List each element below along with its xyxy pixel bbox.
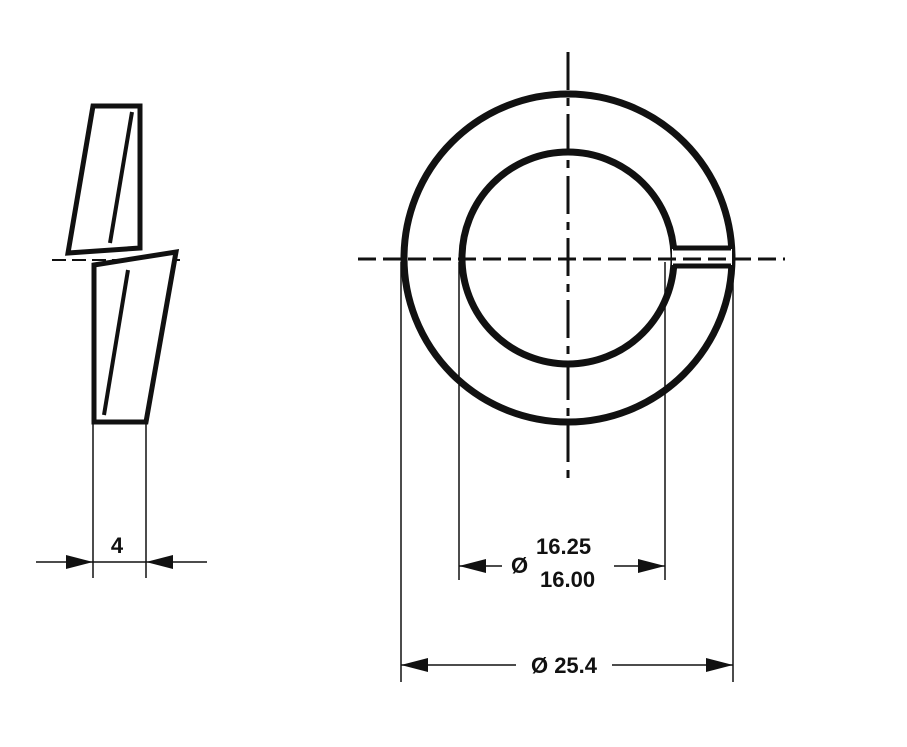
outer-diameter-label: Ø 25.4 bbox=[531, 653, 598, 678]
side-view-upper-slant bbox=[108, 111, 134, 244]
thickness-label: 4 bbox=[111, 533, 124, 558]
inner-diameter-symbol: Ø bbox=[511, 553, 528, 578]
inner-diameter-arrow-right bbox=[638, 559, 665, 573]
thickness-arrow-right bbox=[146, 555, 173, 569]
inner-diameter-upper-tolerance: 16.25 bbox=[536, 534, 591, 559]
split-gap-mask bbox=[672, 249, 732, 265]
outer-diameter-arrow-left bbox=[401, 658, 428, 672]
side-view: 4 bbox=[36, 103, 207, 578]
outer-diameter-arrow-right bbox=[706, 658, 733, 672]
side-view-upper-half bbox=[65, 103, 143, 256]
inner-diameter-arrow-left bbox=[459, 559, 486, 573]
front-view: Ø 16.25 16.00 Ø 25.4 bbox=[358, 52, 785, 682]
inner-diameter-lower-tolerance: 16.00 bbox=[540, 567, 595, 592]
thickness-arrow-left bbox=[66, 555, 93, 569]
side-view-lower-slant bbox=[102, 269, 130, 416]
